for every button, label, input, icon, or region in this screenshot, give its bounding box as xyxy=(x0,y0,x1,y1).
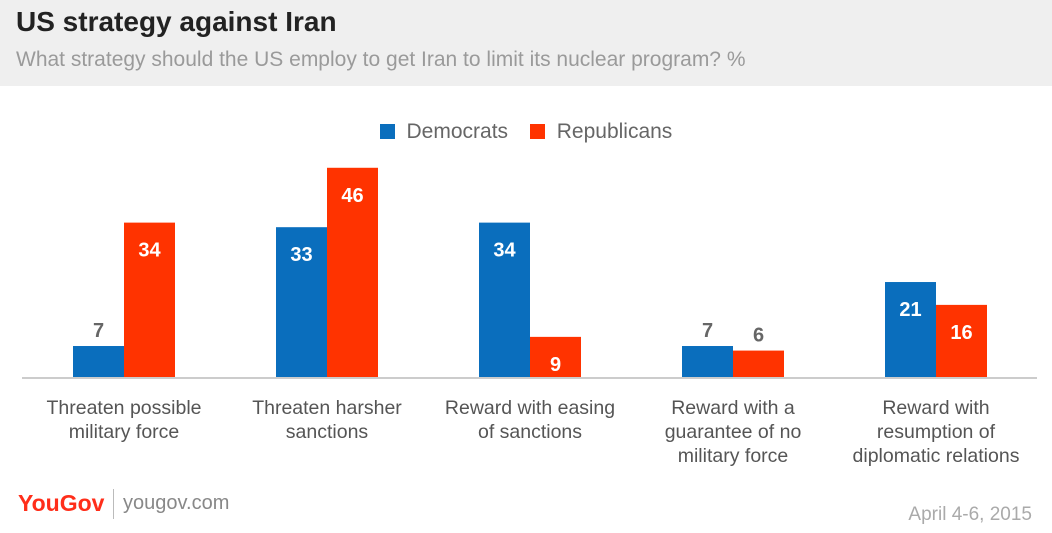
footer-divider xyxy=(113,489,114,519)
category-label-2-1: of sanctions xyxy=(478,421,582,443)
bar-rep-3 xyxy=(733,350,784,378)
data-label-dem-2: 34 xyxy=(493,240,516,262)
bar-dem-0 xyxy=(73,346,124,378)
category-label-3-2: military force xyxy=(678,445,789,467)
category-label-4-1: resumption of xyxy=(877,421,996,443)
data-label-dem-1: 33 xyxy=(290,244,312,266)
legend-item-republicans: Republicans xyxy=(529,120,673,144)
category-label-4-0: Reward with xyxy=(882,397,989,419)
bar-rep-2 xyxy=(530,336,581,378)
category-label-3-1: guarantee of no xyxy=(665,421,802,443)
legend-item-democrats: Democrats xyxy=(379,120,509,144)
yougov-logo: YouGov xyxy=(18,490,105,516)
data-label-dem-0: 7 xyxy=(93,320,104,342)
bar-rep-0 xyxy=(124,222,175,378)
data-label-rep-4: 16 xyxy=(950,322,972,344)
legend-swatch-republicans xyxy=(529,124,545,140)
category-label-0-1: military force xyxy=(69,421,180,443)
bar-dem-1 xyxy=(276,227,327,378)
data-label-dem-4: 21 xyxy=(899,299,921,321)
header-band: US strategy against Iran What strategy s… xyxy=(0,0,1052,86)
category-label-2-0: Reward with easing xyxy=(445,397,615,419)
bar-rep-1 xyxy=(327,167,378,378)
legend-swatch-democrats xyxy=(379,124,395,140)
data-label-rep-1: 46 xyxy=(341,185,363,207)
data-label-rep-2: 9 xyxy=(550,354,561,376)
bar-rep-4 xyxy=(936,304,987,378)
chart-title: US strategy against Iran xyxy=(16,6,337,37)
legend-label-democrats: Democrats xyxy=(406,120,509,144)
data-label-rep-0: 34 xyxy=(138,240,161,262)
legend-label-republicans: Republicans xyxy=(556,120,673,144)
category-label-4-2: diplomatic relations xyxy=(853,445,1020,467)
category-label-1-0: Threaten harsher xyxy=(252,397,402,419)
data-label-rep-3: 6 xyxy=(753,325,764,347)
category-label-0-0: Threaten possible xyxy=(46,397,201,419)
footer-url: yougov.com xyxy=(123,492,230,514)
category-label-3-0: Reward with a xyxy=(671,397,795,419)
category-label-1-1: sanctions xyxy=(286,421,369,443)
bar-dem-3 xyxy=(682,346,733,378)
chart-subtitle: What strategy should the US employ to ge… xyxy=(16,48,746,71)
footer-date: April 4-6, 2015 xyxy=(908,504,1032,525)
bar-dem-4 xyxy=(885,282,936,378)
data-label-dem-3: 7 xyxy=(702,320,713,342)
bar-dem-2 xyxy=(479,222,530,378)
legend: Democrats Republicans xyxy=(0,120,1052,144)
